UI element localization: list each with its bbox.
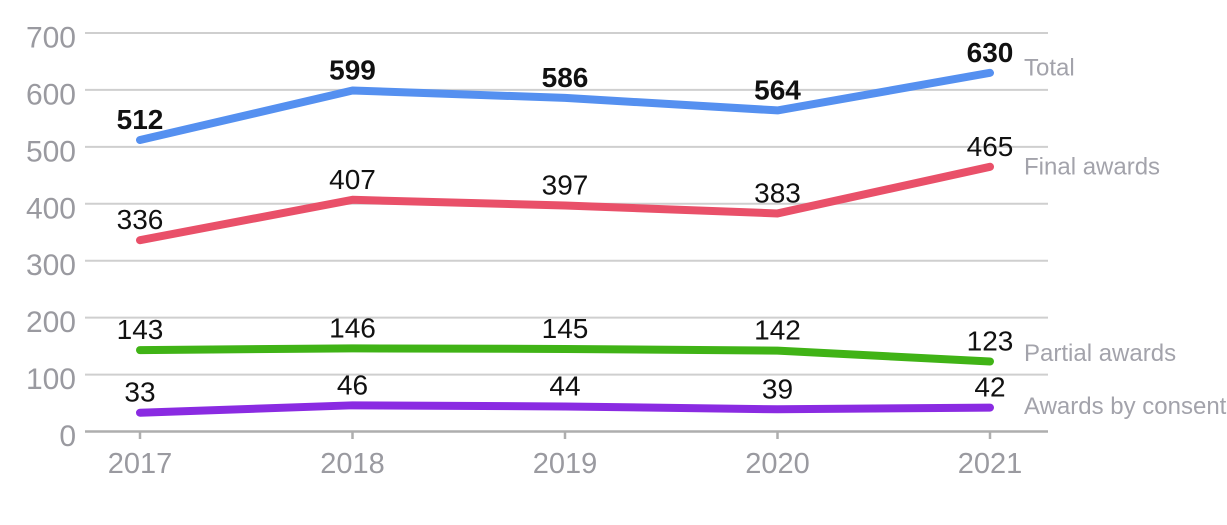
y-axis-label-0: 0 [59, 420, 76, 453]
data-label-total-2019: 586 [542, 62, 589, 93]
data-label-total-2017: 512 [117, 104, 164, 135]
series-line-partial-awards [136, 344, 994, 366]
data-label-final-awards-2018: 407 [329, 164, 376, 195]
data-label-total-2020: 564 [754, 74, 801, 105]
x-axis-label-2019: 2019 [533, 448, 598, 480]
y-axis-label-700: 700 [26, 22, 76, 55]
data-label-partial-awards-2019: 145 [542, 313, 589, 344]
data-label-total-2018: 599 [329, 54, 376, 85]
data-label-final-awards-2017: 336 [117, 204, 164, 235]
series-line-total [136, 68, 994, 145]
data-label-partial-awards-2020: 142 [754, 315, 801, 346]
y-axis-label-400: 400 [26, 192, 76, 225]
y-axis-label-300: 300 [26, 249, 76, 282]
data-label-awards-by-consent-2019: 44 [549, 370, 580, 401]
x-axis-label-2020: 2020 [745, 448, 810, 480]
data-label-final-awards-2020: 383 [754, 177, 801, 208]
series-line-final-awards [136, 162, 994, 245]
data-label-awards-by-consent-2017: 33 [124, 377, 155, 408]
series-label-final-awards: Final awards [1024, 153, 1160, 180]
series-label-awards-by-consent: Awards by consent [1024, 393, 1227, 420]
data-label-total-2021: 630 [967, 37, 1014, 68]
x-axis-label-2021: 2021 [958, 448, 1023, 480]
y-axis-label-200: 200 [26, 306, 76, 339]
data-label-awards-by-consent-2020: 39 [762, 373, 793, 404]
series-label-partial-awards: Partial awards [1024, 340, 1176, 367]
data-label-awards-by-consent-2018: 46 [337, 369, 368, 400]
data-label-final-awards-2019: 397 [542, 169, 589, 200]
data-label-final-awards-2021: 465 [967, 131, 1014, 162]
x-axis-label-2017: 2017 [108, 448, 173, 480]
x-axis-label-2018: 2018 [320, 448, 385, 480]
series-line-awards-by-consent [136, 401, 994, 417]
series-label-total: Total [1024, 54, 1075, 81]
data-label-partial-awards-2021: 123 [967, 325, 1014, 356]
y-axis-label-600: 600 [26, 78, 76, 111]
y-axis-label-100: 100 [26, 363, 76, 396]
data-label-awards-by-consent-2021: 42 [974, 372, 1005, 403]
data-label-partial-awards-2018: 146 [329, 312, 376, 343]
y-axis-label-500: 500 [26, 135, 76, 168]
data-label-partial-awards-2017: 143 [117, 314, 164, 345]
